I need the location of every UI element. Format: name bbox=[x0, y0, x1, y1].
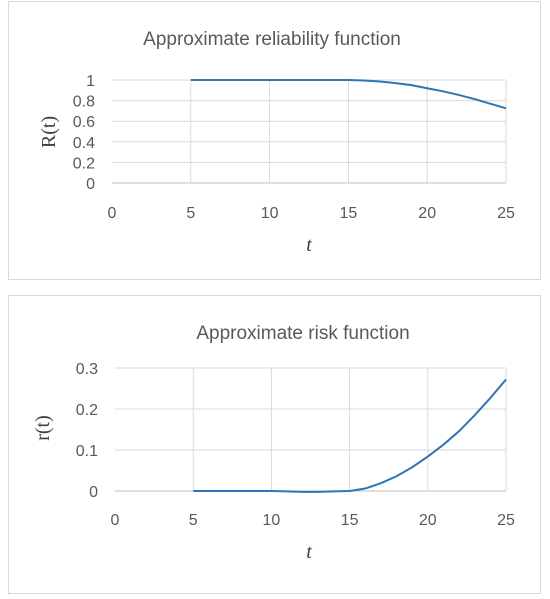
y-tick-label: 0.4 bbox=[73, 135, 95, 152]
x-axis-label: t bbox=[306, 541, 312, 563]
x-tick-label: 15 bbox=[340, 205, 358, 222]
y-tick-label: 0.3 bbox=[76, 361, 98, 378]
y-axis-label: R(t) bbox=[38, 116, 60, 148]
x-tick-label: 15 bbox=[341, 512, 359, 529]
y-tick-label: 0 bbox=[86, 176, 95, 193]
x-tick-label: 5 bbox=[186, 205, 195, 222]
y-tick-label: 0 bbox=[89, 484, 98, 501]
y-tick-label: 1 bbox=[86, 73, 95, 90]
y-tick-label: 0.6 bbox=[73, 114, 95, 131]
x-tick-label: 5 bbox=[189, 512, 198, 529]
y-axis-label: r(t) bbox=[32, 415, 54, 441]
x-tick-label: 25 bbox=[497, 512, 515, 529]
x-tick-label: 25 bbox=[497, 205, 515, 222]
y-tick-label: 0.2 bbox=[76, 402, 98, 419]
y-tick-label: 0.1 bbox=[76, 443, 98, 460]
y-tick-label: 0.8 bbox=[73, 94, 95, 111]
risk-chart-panel: Approximate risk function 0 5 10 15 20 25 0 0.… bbox=[8, 295, 541, 594]
risk-chart: Approximate risk function 0 5 10 15 20 25 0 0.… bbox=[32, 323, 515, 563]
x-tick-label: 10 bbox=[263, 512, 281, 529]
reliability-chart: Approximate reliability function 0 5 10 15 2… bbox=[38, 29, 515, 256]
x-axis-label: t bbox=[306, 234, 312, 256]
reliability-chart-panel: Approximate reliability function 0 5 10 15 2… bbox=[8, 1, 541, 280]
chart-title: Approximate reliability function bbox=[143, 29, 401, 50]
x-tick-label: 0 bbox=[108, 205, 117, 222]
chart-title: Approximate risk function bbox=[196, 323, 409, 344]
series-line bbox=[193, 378, 507, 493]
x-tick-label: 20 bbox=[419, 512, 437, 529]
y-tick-label: 0.2 bbox=[73, 155, 95, 172]
x-tick-label: 20 bbox=[418, 205, 436, 222]
series-line bbox=[190, 79, 507, 110]
x-tick-label: 10 bbox=[261, 205, 279, 222]
x-tick-label: 0 bbox=[111, 512, 120, 529]
